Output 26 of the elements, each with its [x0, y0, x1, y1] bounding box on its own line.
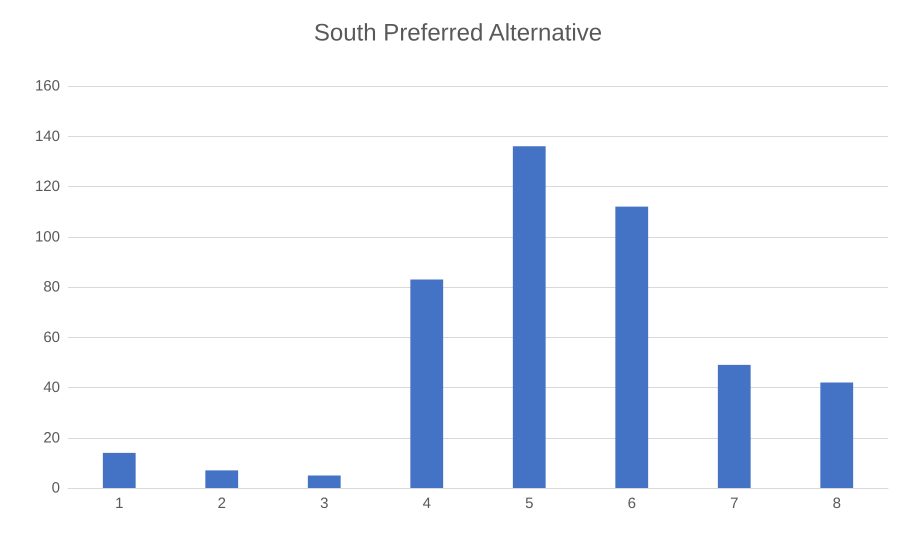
chart-title: South Preferred Alternative [314, 20, 602, 46]
y-tick-label: 120 [34, 178, 60, 195]
x-tick-label: 1 [115, 495, 124, 512]
y-tick-label: 140 [34, 128, 60, 145]
y-tick-label: 160 [34, 78, 60, 94]
bar [308, 475, 341, 488]
y-tick-label: 100 [34, 228, 60, 246]
bar [820, 382, 854, 488]
x-tick-label: 3 [320, 495, 328, 512]
bar [410, 279, 444, 488]
bar [512, 146, 546, 488]
x-tick-label: 8 [832, 495, 841, 512]
y-tick-label: 60 [43, 328, 60, 346]
bar [615, 206, 648, 488]
x-tick-label: 2 [218, 495, 226, 512]
bar [102, 452, 136, 488]
x-tick-label: 5 [525, 495, 534, 512]
bar [205, 470, 238, 488]
x-tick-label: 7 [730, 495, 738, 512]
bar [718, 364, 751, 488]
x-tick-label: 4 [422, 495, 431, 512]
y-tick-label: 80 [43, 278, 60, 296]
y-tick-label: 0 [52, 480, 60, 496]
x-tick-label: 6 [628, 495, 636, 512]
y-tick-label: 40 [43, 379, 60, 396]
y-tick-label: 20 [43, 429, 60, 446]
